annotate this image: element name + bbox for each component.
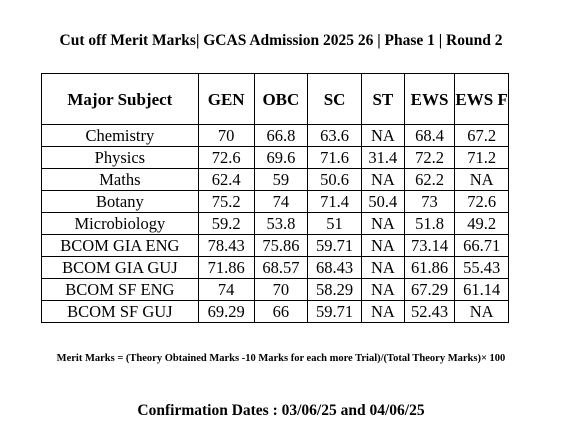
cell-ews-f: 67.2 [454,124,509,147]
header-obc: OBC [253,73,309,125]
cell-subject: BCOM SF ENG [41,278,199,301]
cell-st: NA [360,278,405,301]
table-row: Microbiology 59.2 53.8 51 NA 51.8 49.2 [41,212,509,235]
cell-subject: Microbiology [41,212,199,235]
cell-st: NA [360,256,405,279]
header-major-subject: Major Subject [41,73,199,125]
header-gen: GEN [197,73,255,125]
table-header-row: Major Subject GEN OBC SC ST EWS EWS F [41,73,509,125]
cell-ews: 73.14 [403,234,456,257]
cell-obc: 53.8 [253,212,309,235]
cell-subject: Physics [41,146,199,169]
cell-st: 31.4 [360,146,405,169]
header-ews: EWS [403,73,456,125]
cell-st: 50.4 [360,190,405,213]
cell-obc: 74 [253,190,309,213]
cell-gen: 75.2 [197,190,255,213]
cell-sc: 59.71 [307,300,362,323]
table-row: BCOM GIA GUJ 71.86 68.57 68.43 NA 61.86 55.43 [41,256,509,279]
cell-obc: 66 [253,300,309,323]
table-row: BCOM GIA ENG 78.43 75.86 59.71 NA 73.14 66.71 [41,234,509,257]
cell-obc: 70 [253,278,309,301]
cell-subject: BCOM GIA GUJ [41,256,199,279]
cell-sc: 51 [307,212,362,235]
cell-ews-f: 66.71 [454,234,509,257]
cell-gen: 69.29 [197,300,255,323]
cell-gen: 70 [197,124,255,147]
cell-ews: 62.2 [403,168,456,191]
cell-obc: 75.86 [253,234,309,257]
cell-gen: 74 [197,278,255,301]
cell-ews-f: 72.6 [454,190,509,213]
document-title: Cut off Merit Marks| GCAS Admission 2025… [59,32,503,49]
cell-ews-f: 55.43 [454,256,509,279]
cell-ews-f: 71.2 [454,146,509,169]
table-row: Maths 62.4 59 50.6 NA 62.2 NA [41,168,509,191]
cell-obc: 59 [253,168,309,191]
cell-ews-f: 49.2 [454,212,509,235]
cell-subject: Chemistry [41,124,199,147]
merit-formula: Merit Marks = (Theory Obtained Marks -10… [56,353,506,364]
table-row: BCOM SF GUJ 69.29 66 59.71 NA 52.43 NA [41,300,509,323]
cell-subject: BCOM SF GUJ [41,300,199,323]
cell-sc: 63.6 [307,124,362,147]
cell-ews: 73 [403,190,456,213]
header-st: ST [360,73,405,125]
table-row: BCOM SF ENG 74 70 58.29 NA 67.29 61.14 [41,278,509,301]
cell-st: NA [360,234,405,257]
cell-sc: 71.6 [307,146,362,169]
table-row: Botany 75.2 74 71.4 50.4 73 72.6 [41,190,509,213]
cell-st: NA [360,300,405,323]
cutoff-table: Major Subject GEN OBC SC ST EWS EWS F Ch… [41,73,509,323]
cell-gen: 78.43 [197,234,255,257]
cell-subject: Maths [41,168,199,191]
cell-gen: 59.2 [197,212,255,235]
cell-ews: 68.4 [403,124,456,147]
cell-ews-f: 61.14 [454,278,509,301]
cell-ews: 61.86 [403,256,456,279]
header-ews-f: EWS F [454,73,509,125]
cell-ews: 51.8 [403,212,456,235]
cell-sc: 59.71 [307,234,362,257]
cell-ews: 72.2 [403,146,456,169]
cell-obc: 69.6 [253,146,309,169]
cell-sc: 68.43 [307,256,362,279]
cell-subject: BCOM GIA ENG [41,234,199,257]
table-row: Chemistry 70 66.8 63.6 NA 68.4 67.2 [41,124,509,147]
cell-st: NA [360,168,405,191]
cell-sc: 50.6 [307,168,362,191]
cell-gen: 72.6 [197,146,255,169]
header-sc: SC [307,73,362,125]
cell-ews-f: NA [454,300,509,323]
cell-obc: 68.57 [253,256,309,279]
cell-st: NA [360,212,405,235]
cell-ews: 67.29 [403,278,456,301]
cell-subject: Botany [41,190,199,213]
cell-gen: 62.4 [197,168,255,191]
cell-obc: 66.8 [253,124,309,147]
cell-sc: 71.4 [307,190,362,213]
confirmation-dates: Confirmation Dates : 03/06/25 and 04/06/… [137,402,425,419]
cell-gen: 71.86 [197,256,255,279]
cell-sc: 58.29 [307,278,362,301]
cell-ews: 52.43 [403,300,456,323]
cell-st: NA [360,124,405,147]
cell-ews-f: NA [454,168,509,191]
table-row: Physics 72.6 69.6 71.6 31.4 72.2 71.2 [41,146,509,169]
